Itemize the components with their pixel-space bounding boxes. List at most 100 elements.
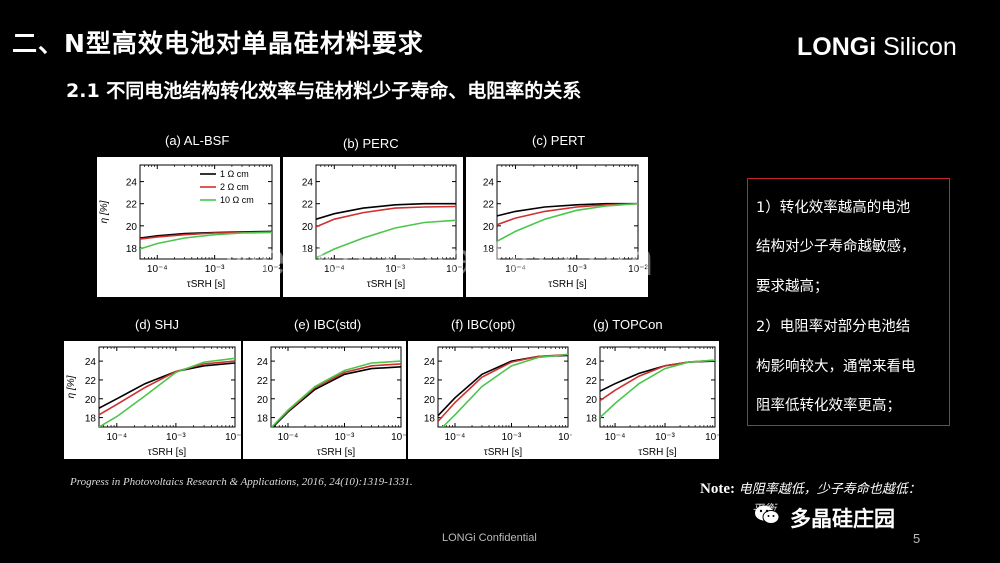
series-line <box>438 353 568 422</box>
line-chart: 18 20 22 24 10⁻⁴ 10⁻³ 10⁻² τSRH [s] <box>257 346 412 458</box>
note-text: 电阻率越低，少子寿命也越低： <box>738 481 921 496</box>
notes-box: 1）转化效率越高的电池 结构对少子寿命越敏感， 要求越高； 2）电阻率对部分电池… <box>747 178 950 426</box>
citation: Progress in Photovoltaics Research & App… <box>70 476 413 488</box>
series-line <box>497 202 638 226</box>
series-line <box>316 205 456 228</box>
y-tick-label: 20 <box>483 222 495 233</box>
y-axis-label: η [%] <box>99 200 110 223</box>
y-tick-label: 22 <box>126 200 138 211</box>
chart-title: (e) IBC(std) <box>294 317 362 332</box>
page-subtitle: 2.1 不同电池结构转化效率与硅材料少子寿命、电阻率的关系 <box>66 80 582 102</box>
y-tick-label: 18 <box>586 414 598 425</box>
x-tick-label: 10⁻² <box>628 264 648 275</box>
x-tick-label: 10⁻⁴ <box>505 264 526 275</box>
chart-panel: 18 20 22 24 10⁻⁴ 10⁻³ 10⁻² τSRH [s] <box>243 341 412 459</box>
y-tick-label: 24 <box>257 357 269 368</box>
note: Note: 电阻率越低，少子寿命也越低： <box>700 478 921 498</box>
x-axis-label: τSRH [s] <box>148 447 187 458</box>
note-label: Note: <box>700 481 735 497</box>
series-line <box>140 231 272 250</box>
chart-panel: 18 20 22 24 10⁻⁴ 10⁻³ 10⁻² τSRH [s] <box>408 341 579 459</box>
x-tick-label: 10⁻³ <box>335 432 355 443</box>
note-line: 结构对少子寿命越敏感， <box>756 239 916 255</box>
page-title: 二、N型高效电池对单晶硅材料要求 <box>12 29 424 58</box>
x-tick-label: 10⁻² <box>705 432 719 443</box>
x-tick-label: 10⁻³ <box>205 264 225 275</box>
series-line <box>99 357 235 427</box>
x-tick-label: 10⁻³ <box>385 264 405 275</box>
series-line <box>600 359 715 419</box>
chart-title: (a) AL-BSF <box>165 133 230 148</box>
y-tick-label: 22 <box>586 376 598 387</box>
y-tick-label: 22 <box>257 376 269 387</box>
x-tick-label: 10⁻⁴ <box>106 432 127 443</box>
plot-frame <box>270 346 402 428</box>
y-tick-label: 18 <box>126 244 138 255</box>
series-line <box>441 353 568 427</box>
x-axis-label: τSRH [s] <box>484 447 523 458</box>
legend-label: 10 Ω cm <box>220 195 254 205</box>
chart-title: (b) PERC <box>343 136 399 151</box>
legend-label: 1 Ω cm <box>220 169 249 179</box>
y-tick-label: 24 <box>483 178 495 189</box>
chart-panel: 18 20 22 24 10⁻⁴ 10⁻³ 10⁻² τSRH [s] <box>572 341 726 459</box>
series-line <box>316 202 456 220</box>
x-tick-label: 10⁻⁴ <box>445 432 466 443</box>
y-tick-label: 24 <box>424 357 436 368</box>
watermark: wenku.solarbe.com <box>225 233 656 285</box>
company-logo: LONGi Silicon <box>797 33 957 62</box>
line-chart: 18 20 22 24 10⁻⁴ 10⁻³ 10⁻² τSRH [s] η [%] <box>66 346 246 458</box>
y-tick-label: 24 <box>85 357 97 368</box>
y-tick-label: 18 <box>424 414 436 425</box>
page-number: 5 <box>913 531 921 546</box>
x-tick-label: 10⁻⁴ <box>324 264 345 275</box>
y-tick-label: 22 <box>302 200 314 211</box>
y-tick-label: 24 <box>586 357 598 368</box>
y-tick-label: 20 <box>126 222 138 233</box>
note-line: 1）转化效率越高的电池 <box>756 200 911 216</box>
x-tick-label: 10⁻² <box>446 264 463 275</box>
line-chart: 18 20 22 24 10⁻⁴ 10⁻³ 10⁻² τSRH [s] <box>483 164 649 290</box>
series-line <box>600 359 715 402</box>
x-tick-label: 10⁻⁴ <box>147 264 168 275</box>
chart-panel: 18 20 22 24 10⁻⁴ 10⁻³ 10⁻² τSRH [s] <box>466 157 649 297</box>
legend-label: 2 Ω cm <box>220 182 249 192</box>
series-line <box>497 202 638 243</box>
x-tick-label: 10⁻² <box>262 264 280 275</box>
x-tick-label: 10⁻² <box>391 432 406 443</box>
wechat-channel-name: 多晶硅庄园 <box>790 507 895 531</box>
plot-frame <box>599 346 716 428</box>
series-line <box>316 219 456 259</box>
y-tick-label: 18 <box>483 244 495 255</box>
note-line: 2）电阻率对部分电池结 <box>756 319 911 335</box>
line-chart: 18 20 22 24 10⁻⁴ 10⁻³ 10⁻² τSRH [s] <box>586 346 726 458</box>
x-tick-label: 10⁻² <box>558 432 572 443</box>
chart-panel: 18 20 22 24 10⁻⁴ 10⁻³ 10⁻² τSRH [s] <box>283 157 467 297</box>
footer-confidential: LONGi Confidential <box>442 532 537 544</box>
chart-title: (d) SHJ <box>135 317 180 332</box>
series-line <box>271 360 401 427</box>
series-line <box>600 360 715 392</box>
note-line: 要求越高； <box>756 279 829 295</box>
x-tick-label: 10⁻⁴ <box>605 432 626 443</box>
x-tick-label: 10⁻³ <box>502 432 522 443</box>
x-axis-label: τSRH [s] <box>548 279 587 290</box>
series-line <box>438 354 568 417</box>
y-tick-label: 20 <box>424 395 436 406</box>
x-tick-label: 10⁻⁴ <box>278 432 299 443</box>
y-tick-label: 20 <box>85 395 97 406</box>
y-tick-label: 22 <box>424 376 436 387</box>
plot-frame <box>437 346 569 428</box>
chart-panel: 18 20 22 24 10⁻⁴ 10⁻³ 10⁻² τSRH [s] η [%] 1 Ω cm 2… <box>97 157 283 297</box>
y-tick-label: 20 <box>586 395 598 406</box>
chart-panel: 18 20 22 24 10⁻⁴ 10⁻³ 10⁻² τSRH [s] η [%] <box>64 341 246 459</box>
y-tick-label: 24 <box>126 178 138 189</box>
note-line: 阻率低转化效率更高； <box>756 398 901 414</box>
chart-title: (f) IBC(opt) <box>451 317 516 332</box>
logo-brand: LONGi <box>797 33 877 61</box>
y-tick-label: 18 <box>85 414 97 425</box>
series-line <box>99 360 235 416</box>
y-tick-label: 18 <box>302 244 314 255</box>
x-axis-label: τSRH [s] <box>638 447 677 458</box>
series-line <box>99 362 235 409</box>
